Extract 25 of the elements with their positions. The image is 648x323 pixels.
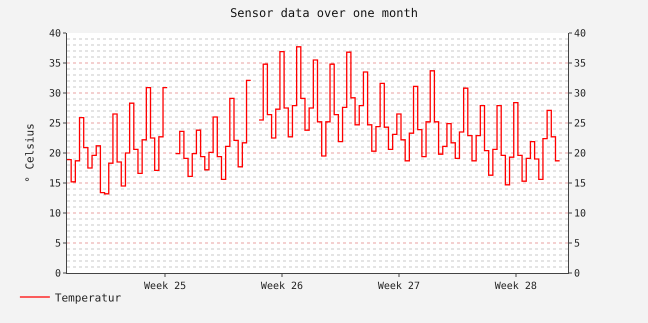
x-tick-label: Week 25 bbox=[144, 281, 186, 292]
y2-tick-label: 35 bbox=[574, 58, 586, 70]
y2-tick-label: 20 bbox=[574, 148, 586, 160]
y-tick-label: 25 bbox=[48, 118, 61, 130]
x-tick-label: Week 28 bbox=[494, 281, 537, 292]
y-tick-label: 0 bbox=[54, 268, 61, 280]
y2-tick-label: 40 bbox=[574, 28, 586, 40]
y-axis-title: ° Celsius bbox=[24, 123, 37, 183]
y2-tick-label: 30 bbox=[574, 88, 586, 100]
y-tick-label: 40 bbox=[48, 28, 61, 40]
y2-tick-label: 10 bbox=[574, 208, 586, 220]
legend-label: Temperatur bbox=[54, 291, 122, 304]
x-tick-label: Week 27 bbox=[378, 281, 420, 292]
x-tick-label: Week 26 bbox=[260, 281, 304, 292]
y2-tick-label: 25 bbox=[574, 118, 586, 130]
y2-tick-label: 0 bbox=[574, 268, 580, 280]
y-tick-label: 10 bbox=[48, 208, 61, 220]
chart-title: Sensor data over one month bbox=[230, 6, 418, 20]
y2-tick-label: 5 bbox=[574, 238, 580, 250]
y-tick-label: 5 bbox=[54, 238, 61, 250]
y-tick-label: 35 bbox=[48, 58, 61, 70]
y-tick-label: 15 bbox=[48, 178, 61, 190]
y2-tick-label: 15 bbox=[574, 178, 586, 190]
y-tick-label: 30 bbox=[48, 88, 61, 100]
y-tick-label: 20 bbox=[48, 148, 61, 160]
